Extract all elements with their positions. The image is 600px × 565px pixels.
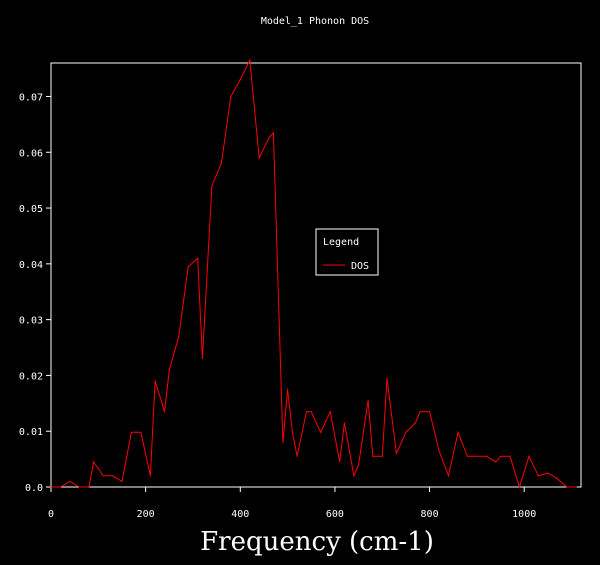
chart-title: Model_1 Phonon DOS [261, 16, 369, 27]
data-point [59, 486, 62, 488]
series-points-dos [50, 59, 577, 488]
data-point [220, 162, 222, 165]
x-tick-label: 800 [421, 509, 439, 520]
data-point [556, 478, 558, 480]
data-point [178, 335, 180, 337]
data-point [320, 431, 322, 433]
data-point [239, 79, 241, 81]
x-tick-label: 400 [231, 509, 249, 520]
y-tick-label: 0.04 [19, 260, 43, 271]
data-point [518, 486, 521, 488]
data-point [438, 450, 440, 452]
data-point [528, 455, 530, 457]
data-point [121, 480, 123, 483]
y-tick-label: 0.05 [19, 204, 43, 215]
data-point [272, 132, 275, 134]
data-point [168, 369, 170, 371]
y-tick-label: 0.0 [25, 483, 43, 494]
y-tick-label: 0.02 [19, 371, 43, 382]
data-point [111, 475, 114, 477]
data-point [476, 455, 478, 457]
data-point [343, 422, 345, 424]
y-tick-label: 0.07 [19, 92, 43, 103]
data-point [575, 486, 577, 488]
data-point [287, 388, 289, 390]
data-point [305, 411, 308, 413]
data-point [457, 431, 459, 433]
data-point [414, 422, 416, 424]
legend-title: Legend [323, 237, 359, 248]
data-point [187, 266, 189, 268]
data-point [367, 399, 369, 402]
data-point [357, 464, 360, 466]
y-axis: 0.0 0.01 0.02 0.03 0.04 0.05 0.06 0.07 [19, 92, 51, 494]
data-point [395, 452, 398, 455]
data-point [509, 455, 511, 457]
data-point [154, 380, 156, 382]
data-point [466, 455, 469, 457]
data-point [268, 137, 270, 139]
x-tick-label: 1000 [512, 509, 536, 520]
data-point [69, 480, 71, 483]
data-point [230, 95, 232, 98]
data-point [499, 455, 502, 457]
data-point [372, 455, 374, 457]
data-point [381, 455, 383, 457]
data-point [140, 431, 142, 433]
data-point [282, 441, 284, 443]
y-tick-label: 0.06 [19, 148, 43, 159]
data-point [547, 472, 549, 474]
data-point [419, 411, 421, 413]
legend-entry-dos: DOS [351, 261, 369, 272]
data-point [329, 411, 331, 413]
data-point [50, 486, 52, 488]
x-tick-label: 0 [48, 509, 54, 520]
x-axis: 0 200 400 600 800 1000 [48, 487, 536, 520]
y-tick-label: 0.01 [19, 427, 43, 438]
data-point [92, 461, 95, 463]
data-point [130, 431, 133, 433]
x-tick-label: 600 [326, 509, 344, 520]
y-tick-label: 0.03 [19, 316, 43, 327]
data-point [537, 475, 540, 477]
data-point [447, 475, 450, 477]
data-point [249, 59, 251, 61]
data-point [102, 475, 104, 477]
data-point [296, 455, 298, 457]
data-point [428, 411, 431, 413]
x-axis-label: Frequency (cm-1) [200, 527, 434, 557]
legend-box [315, 228, 379, 276]
data-point [353, 475, 355, 477]
data-point [201, 358, 204, 360]
data-point [495, 461, 497, 463]
data-point [163, 411, 166, 413]
data-point [258, 157, 260, 159]
data-point [405, 431, 407, 433]
series-line-dos [51, 58, 577, 489]
data-point [197, 257, 199, 259]
data-point [566, 486, 568, 488]
legend: Legend DOS [315, 228, 379, 276]
data-point [88, 486, 90, 488]
data-point [211, 185, 213, 187]
data-point [339, 461, 341, 463]
data-point [291, 430, 293, 432]
data-point [78, 486, 80, 488]
data-point [310, 411, 312, 413]
data-point [149, 475, 151, 477]
plot-frame [50, 62, 582, 488]
data-point [386, 377, 388, 379]
data-point [485, 455, 487, 457]
x-tick-label: 200 [137, 509, 155, 520]
